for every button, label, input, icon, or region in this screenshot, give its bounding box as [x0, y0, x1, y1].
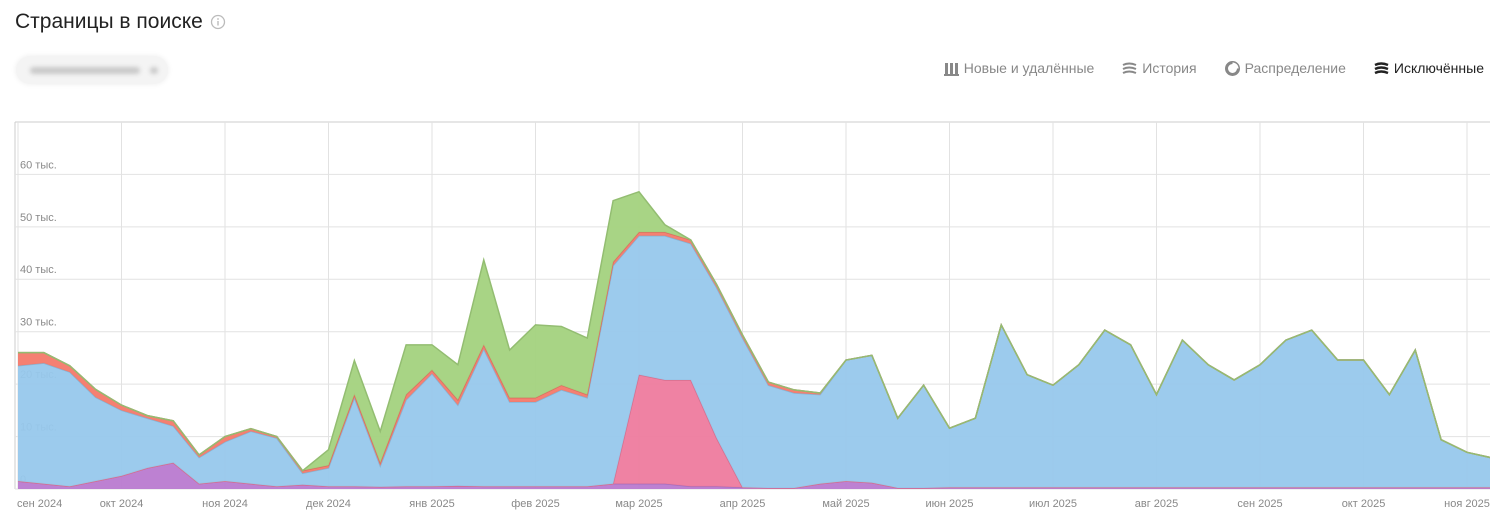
x-tick-label: окт 2025	[1342, 498, 1386, 510]
site-selector[interactable]	[16, 56, 168, 84]
y-tick-label: 40 тыс.	[20, 264, 57, 276]
x-tick-label: дек 2024	[306, 498, 351, 510]
x-tick-label: май 2025	[822, 498, 869, 510]
tab-icon	[1224, 60, 1240, 76]
tab-label: Исключённые	[1393, 60, 1484, 76]
tab-icon	[943, 62, 959, 76]
x-tick-label: июн 2025	[926, 498, 974, 510]
plot	[17, 190, 1490, 489]
x-tick-label: сен 2025	[1237, 498, 1282, 510]
tab[interactable]: Исключённые	[1374, 60, 1484, 76]
tab-label: История	[1142, 60, 1197, 76]
tab[interactable]: История	[1122, 60, 1197, 76]
x-tick-label: мар 2025	[615, 498, 662, 510]
x-tick-label: июл 2025	[1029, 498, 1077, 510]
y-tick-label: 30 тыс.	[20, 317, 57, 329]
y-tick-label: 50 тыс.	[20, 212, 57, 224]
x-tick-label: сен 2024	[17, 498, 62, 510]
info-icon[interactable]	[210, 14, 226, 30]
x-tick-label: ноя 2024	[202, 498, 248, 510]
header: Страницы в поиске	[15, 10, 226, 34]
tab-icon	[1122, 62, 1137, 74]
area	[18, 462, 1490, 489]
tab[interactable]: Распределение	[1224, 60, 1346, 76]
x-tick-label: авг 2025	[1135, 498, 1179, 510]
tab[interactable]: Новые и удалённые	[943, 60, 1095, 76]
tab-label: Распределение	[1244, 60, 1346, 76]
tab-icon	[1374, 61, 1389, 74]
tab-label: Новые и удалённые	[963, 60, 1095, 76]
x-tick-label: янв 2025	[409, 498, 454, 510]
x-tick-label: фев 2025	[511, 498, 560, 510]
x-tick-label: ноя 2025	[1444, 498, 1490, 510]
y-tick-label: 60 тыс.	[20, 159, 57, 171]
tabs: Новые и удалённые История Распределение …	[943, 60, 1484, 76]
x-tick-label: апр 2025	[720, 498, 766, 510]
area-edge	[18, 190, 1490, 472]
x-tick-label: окт 2024	[100, 498, 144, 510]
page-title: Страницы в поиске	[15, 10, 203, 33]
area	[18, 235, 1490, 488]
